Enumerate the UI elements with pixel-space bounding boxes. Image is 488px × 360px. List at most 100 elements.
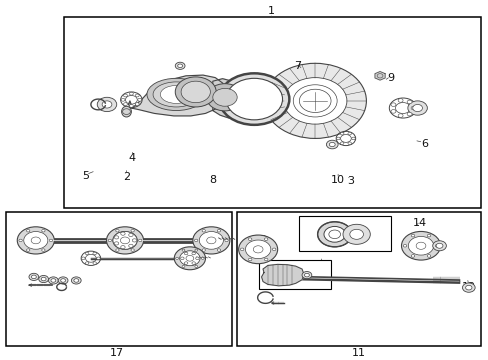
Circle shape [347,132,351,135]
Circle shape [432,241,446,251]
Circle shape [397,114,402,117]
Circle shape [224,239,228,242]
Polygon shape [128,75,227,116]
Circle shape [97,97,117,112]
Circle shape [427,255,430,257]
Circle shape [407,237,433,255]
Circle shape [219,73,289,125]
Circle shape [225,78,282,120]
Text: 6: 6 [421,139,427,149]
Polygon shape [91,257,189,259]
Ellipse shape [147,78,205,111]
Circle shape [129,92,133,95]
Text: 13: 13 [253,235,267,246]
Circle shape [131,249,134,251]
Circle shape [175,257,178,259]
Circle shape [31,275,36,279]
Circle shape [19,239,22,242]
Circle shape [39,275,48,283]
Circle shape [212,88,237,106]
Circle shape [435,243,442,248]
Circle shape [131,230,134,232]
Circle shape [58,277,68,284]
Circle shape [49,239,53,242]
Circle shape [202,249,205,251]
Circle shape [24,231,48,249]
Circle shape [108,239,111,242]
Circle shape [180,251,200,266]
Circle shape [97,257,100,260]
Circle shape [272,248,275,251]
Circle shape [123,94,127,97]
Circle shape [135,103,139,105]
Circle shape [195,257,199,260]
Circle shape [114,236,119,239]
Circle shape [181,81,210,103]
Circle shape [132,239,137,242]
Polygon shape [36,239,125,242]
Circle shape [401,231,440,260]
Circle shape [238,235,277,264]
Text: 7: 7 [293,61,300,71]
Circle shape [191,252,195,255]
Text: 9: 9 [386,73,393,82]
Circle shape [351,137,354,140]
Circle shape [248,258,251,261]
Circle shape [29,273,39,280]
Circle shape [85,252,89,255]
Circle shape [283,78,346,124]
Circle shape [41,230,45,232]
Circle shape [195,249,197,251]
Circle shape [240,248,244,251]
Circle shape [71,277,81,284]
Circle shape [135,94,139,97]
Circle shape [81,257,85,260]
Circle shape [407,101,427,115]
Circle shape [317,222,351,247]
Circle shape [138,239,142,242]
Circle shape [175,77,216,107]
Circle shape [217,249,220,251]
Circle shape [61,279,65,282]
Bar [237,212,480,346]
Circle shape [114,242,119,245]
Text: 8: 8 [209,175,216,185]
Circle shape [192,227,229,254]
Polygon shape [293,277,458,283]
Circle shape [390,109,395,113]
Circle shape [48,277,58,284]
Circle shape [349,229,363,239]
Circle shape [128,244,133,247]
Bar [64,17,480,208]
Circle shape [180,257,183,260]
Circle shape [342,224,369,244]
Circle shape [121,232,125,235]
Circle shape [407,100,411,104]
Circle shape [116,249,119,251]
Circle shape [412,104,422,112]
Circle shape [199,231,223,249]
Bar [259,260,330,289]
Circle shape [116,230,119,232]
Circle shape [106,227,143,254]
Circle shape [182,249,184,251]
Text: 5: 5 [82,171,89,181]
Circle shape [41,277,46,281]
Circle shape [264,238,267,240]
Circle shape [93,262,96,264]
Text: 17: 17 [109,348,123,358]
Circle shape [202,230,205,232]
Polygon shape [374,72,385,80]
Ellipse shape [153,82,199,107]
Circle shape [113,231,137,249]
Circle shape [85,262,89,264]
Circle shape [41,249,45,251]
Circle shape [177,64,182,68]
Circle shape [138,98,142,101]
Circle shape [397,99,402,102]
Circle shape [434,244,438,247]
Circle shape [329,142,334,147]
Circle shape [403,244,406,247]
Circle shape [304,273,309,277]
Circle shape [191,262,195,264]
